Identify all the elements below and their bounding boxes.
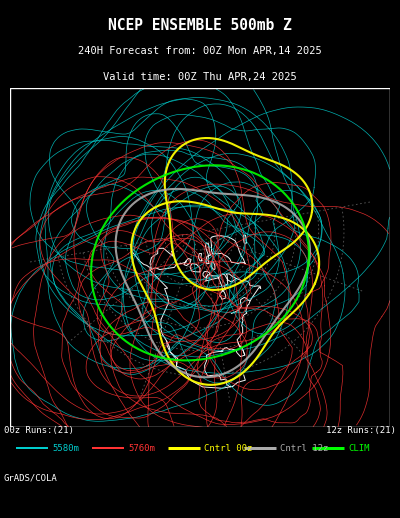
Text: 5580m: 5580m [52,444,79,453]
Text: Cntrl 12z: Cntrl 12z [280,444,328,453]
Text: CLIM: CLIM [348,444,370,453]
Text: 240H Forecast from: 00Z Mon APR,14 2025: 240H Forecast from: 00Z Mon APR,14 2025 [78,46,322,56]
Text: 00z Runs:(21): 00z Runs:(21) [4,426,74,436]
Text: Cntrl 00z: Cntrl 00z [204,444,252,453]
Text: 12z Runs:(21): 12z Runs:(21) [326,426,396,436]
Text: NCEP ENSEMBLE 500mb Z: NCEP ENSEMBLE 500mb Z [108,18,292,33]
Text: 5760m: 5760m [128,444,155,453]
Text: GrADS/COLA: GrADS/COLA [4,473,58,482]
Text: Valid time: 00Z Thu APR,24 2025: Valid time: 00Z Thu APR,24 2025 [103,72,297,82]
